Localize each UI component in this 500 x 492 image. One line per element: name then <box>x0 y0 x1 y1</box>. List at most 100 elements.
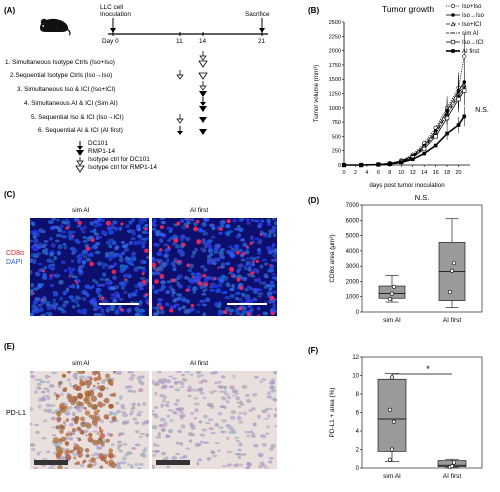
hematoxylin-nucleus <box>153 442 157 447</box>
hematoxylin-nucleus <box>192 397 199 400</box>
significance-star: * <box>426 364 430 374</box>
nucleus <box>225 283 231 288</box>
category-label-1: AI first <box>443 473 462 480</box>
nucleus <box>229 293 236 298</box>
cd8-image-ai-first <box>152 218 277 316</box>
nucleus <box>176 283 181 287</box>
cd8-signal <box>218 227 223 231</box>
nucleus <box>254 219 260 223</box>
nucleus <box>202 312 207 316</box>
hematoxylin-nucleus <box>51 467 57 469</box>
nucleus <box>266 291 273 297</box>
hematoxylin-nucleus <box>237 405 242 408</box>
hematoxylin-nucleus <box>251 432 256 437</box>
nucleus <box>97 294 103 298</box>
nucleus <box>68 295 74 300</box>
cd8-area-chart: 0 1000 2000 3000 4000 5000 6000 7000 CD8α area (… <box>329 193 483 324</box>
nucleus <box>172 234 178 239</box>
y-tick-label: 4000 <box>346 249 360 255</box>
nucleus <box>152 284 155 290</box>
pdl1-stain <box>96 432 100 435</box>
cd8-signal <box>68 275 71 278</box>
y-tick-label: 2500 <box>329 20 341 26</box>
nucleus <box>252 268 259 273</box>
pdl1-stain <box>76 400 82 407</box>
hematoxylin-nucleus <box>261 442 267 447</box>
nucleus <box>71 305 76 309</box>
nucleus <box>38 283 45 287</box>
cd8-signal <box>193 226 199 232</box>
data-point <box>452 460 457 465</box>
cd8-signal <box>100 296 105 301</box>
hematoxylin-nucleus <box>214 442 220 445</box>
nucleus <box>189 218 195 222</box>
hematoxylin-nucleus <box>117 444 123 448</box>
pdl1-stain <box>105 438 110 443</box>
nucleus <box>185 299 190 304</box>
nucleus <box>153 289 159 294</box>
pdl1-stain <box>104 460 109 465</box>
nucleus <box>131 251 136 256</box>
y-tick-label: 1250 <box>329 92 341 98</box>
nucleus <box>126 229 133 234</box>
pdl1-stain <box>80 421 87 428</box>
legend-marker-1 <box>451 13 455 17</box>
nucleus <box>115 307 121 311</box>
pdl1-stain <box>63 421 66 424</box>
x-tick-label: 18 <box>444 170 450 176</box>
pdl1-stain <box>97 373 101 376</box>
hematoxylin-nucleus <box>188 439 193 443</box>
hematoxylin-nucleus <box>226 395 232 400</box>
hematoxylin-nucleus <box>211 451 216 455</box>
nucleus <box>274 248 277 253</box>
nucleus <box>127 294 132 299</box>
nucleus <box>146 236 149 241</box>
hematoxylin-nucleus <box>116 466 122 469</box>
hematoxylin-nucleus <box>181 373 186 377</box>
cd8-signal <box>90 237 95 243</box>
nucleus <box>86 236 92 242</box>
data-point <box>450 464 455 469</box>
hematoxylin-nucleus <box>182 378 188 382</box>
hematoxylin-nucleus <box>174 452 181 456</box>
hematoxylin-nucleus <box>214 381 219 385</box>
hematoxylin-nucleus <box>203 441 210 444</box>
nucleus <box>225 306 231 312</box>
legend-marker-0 <box>450 3 456 9</box>
hematoxylin-nucleus <box>63 423 67 427</box>
hematoxylin-nucleus <box>60 392 64 397</box>
hematoxylin-nucleus <box>270 444 276 449</box>
nucleus <box>177 306 182 312</box>
nucleus <box>160 310 165 315</box>
hematoxylin-nucleus <box>205 421 211 425</box>
nucleus <box>61 234 67 239</box>
nucleus <box>125 224 130 228</box>
cd8-signal <box>176 221 181 226</box>
hematoxylin-nucleus <box>270 389 277 393</box>
chart-title: Tumor growth <box>382 4 434 14</box>
nucleus <box>47 313 53 316</box>
nucleus <box>152 227 156 231</box>
hematoxylin-nucleus <box>195 371 202 375</box>
hematoxylin-nucleus <box>187 394 192 398</box>
nucleus <box>259 281 265 285</box>
nucleus <box>120 241 125 244</box>
pdl1-stain <box>57 464 63 469</box>
cd8-signal <box>155 268 159 272</box>
cd8-signal <box>65 226 70 230</box>
nucleus <box>165 257 170 263</box>
hematoxylin-nucleus <box>37 404 42 409</box>
nucleus <box>181 305 186 310</box>
nucleus <box>85 293 90 297</box>
nucleus <box>77 258 82 264</box>
hematoxylin-nucleus <box>160 386 167 390</box>
nucleus <box>139 277 146 280</box>
nucleus <box>256 306 261 311</box>
hematoxylin-nucleus <box>36 452 40 456</box>
cd8-signal <box>190 303 195 308</box>
nucleus <box>94 306 99 311</box>
category-label-0: sim AI <box>383 317 401 324</box>
nucleus <box>94 250 101 255</box>
nucleus <box>180 234 186 240</box>
panel-c-title-ai-first: AI first <box>190 207 209 214</box>
